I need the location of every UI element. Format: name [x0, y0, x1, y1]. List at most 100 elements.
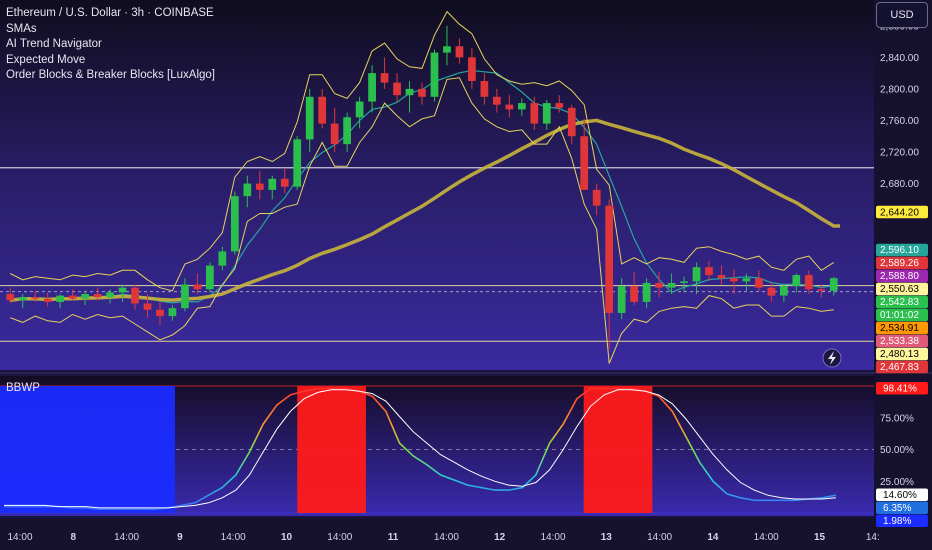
indicator-smas[interactable]: SMAs: [6, 22, 37, 35]
price-tag: [876, 334, 928, 348]
indicator-ai-trend-navigator[interactable]: AI Trend Navigator: [6, 38, 102, 50]
candle-body[interactable]: [168, 308, 177, 317]
candle-body[interactable]: [580, 136, 589, 190]
candle-body[interactable]: [443, 46, 451, 53]
candle-body[interactable]: [393, 82, 401, 96]
candle-body[interactable]: [592, 189, 601, 206]
candle-body[interactable]: [530, 103, 539, 124]
candle-body[interactable]: [779, 286, 788, 296]
candle-body[interactable]: [93, 294, 102, 298]
candle-body[interactable]: [455, 46, 464, 58]
candle-body[interactable]: [667, 282, 676, 288]
candle-body[interactable]: [567, 107, 576, 137]
candle-body[interactable]: [555, 103, 564, 108]
candle-body[interactable]: [143, 303, 152, 310]
bbwp-extreme-column: [147, 386, 162, 513]
candle-body[interactable]: [705, 267, 713, 276]
candle-body[interactable]: [730, 278, 738, 282]
candle-body[interactable]: [68, 295, 77, 299]
candle-body[interactable]: [81, 294, 89, 299]
candle-body[interactable]: [792, 275, 801, 287]
time-axis-label: 8: [71, 532, 77, 543]
candle-body[interactable]: [218, 251, 227, 266]
price-tag-label: 2,644.20: [880, 207, 919, 218]
bbwp-extreme-column: [106, 386, 121, 513]
bbwp-line: [4, 387, 837, 510]
price-tag: [876, 308, 928, 322]
candle-body[interactable]: [368, 73, 376, 102]
candle-body[interactable]: [742, 278, 751, 282]
candle-body[interactable]: [542, 103, 551, 124]
candle-body[interactable]: [692, 267, 701, 282]
candle-body[interactable]: [230, 196, 239, 252]
candle-body[interactable]: [181, 284, 189, 309]
candle-body[interactable]: [605, 205, 614, 313]
candle-body[interactable]: [43, 298, 52, 302]
candle-body[interactable]: [193, 284, 202, 290]
candle-body[interactable]: [305, 96, 314, 140]
candle-body[interactable]: [255, 183, 264, 190]
candle-body[interactable]: [418, 88, 426, 97]
candle-body[interactable]: [755, 278, 763, 288]
candle-body[interactable]: [804, 275, 813, 290]
candle-body[interactable]: [131, 287, 139, 304]
candle-body[interactable]: [630, 286, 638, 302]
candle-body[interactable]: [318, 96, 327, 124]
time-axis-label: 14:00: [754, 532, 779, 543]
candle-body[interactable]: [617, 286, 626, 313]
bbwp-extreme-column: [0, 386, 12, 513]
expected-move-lower: [10, 77, 834, 364]
candle-body[interactable]: [268, 178, 277, 190]
bbwp-tag-label: 14.60%: [883, 490, 917, 501]
candle-body[interactable]: [517, 103, 526, 110]
candle-body[interactable]: [106, 292, 114, 298]
indicator-bbwp[interactable]: BBWP: [6, 382, 40, 394]
symbol-title[interactable]: Ethereum / U.S. Dollar · 3h · COINBASE: [6, 7, 214, 19]
candle-body[interactable]: [56, 295, 65, 302]
candle-body[interactable]: [642, 282, 651, 302]
candle-body[interactable]: [31, 297, 40, 299]
candle-body[interactable]: [206, 265, 214, 290]
candle-body[interactable]: [492, 96, 501, 105]
candle-body[interactable]: [680, 281, 688, 283]
bbwp-tag-label: 1.98%: [883, 516, 911, 527]
candle-body[interactable]: [430, 52, 439, 97]
candle-body[interactable]: [18, 297, 27, 301]
candle-body[interactable]: [118, 287, 127, 293]
candle-body[interactable]: [380, 73, 389, 83]
lightning-icon[interactable]: [822, 348, 842, 368]
candle-body[interactable]: [817, 289, 826, 291]
price-tag: [876, 347, 928, 361]
candle-body[interactable]: [330, 123, 339, 145]
bbwp-extreme-column: [624, 386, 639, 513]
bbwp-extreme-column: [24, 386, 39, 513]
time-axis-label: 14:00: [540, 532, 565, 543]
candle-body[interactable]: [829, 278, 838, 291]
indicator-order-blocks[interactable]: Order Blocks & Breaker Blocks [LuxAlgo]: [6, 69, 215, 81]
candle-body[interactable]: [293, 139, 302, 187]
chart-legend: Ethereum / U.S. Dollar · 3h · COINBASE S…: [6, 6, 215, 84]
candle-body[interactable]: [280, 178, 289, 187]
bbwp-tag-label: 98.41%: [883, 384, 917, 395]
candle-body[interactable]: [655, 282, 663, 288]
bbwp-tag: [876, 501, 928, 514]
currency-button[interactable]: USD: [876, 2, 928, 28]
time-axis-label: 15: [814, 532, 826, 543]
candle-body[interactable]: [355, 101, 364, 118]
indicator-expected-move[interactable]: Expected Move: [6, 53, 86, 66]
candle-body[interactable]: [243, 183, 252, 197]
price-tag-label: 2,589.26: [880, 258, 919, 269]
candle-body[interactable]: [343, 117, 352, 145]
candle-body[interactable]: [405, 88, 414, 96]
candle-body[interactable]: [6, 294, 15, 301]
candle-body[interactable]: [480, 81, 489, 97]
bbwp-axis-label: 50.00%: [880, 445, 914, 456]
candle-body[interactable]: [505, 104, 514, 110]
candle-body[interactable]: [156, 309, 164, 317]
expected-move-upper: [9, 10, 835, 292]
candle-body[interactable]: [767, 287, 776, 296]
candle-body[interactable]: [717, 275, 726, 279]
candle-body[interactable]: [468, 57, 476, 81]
